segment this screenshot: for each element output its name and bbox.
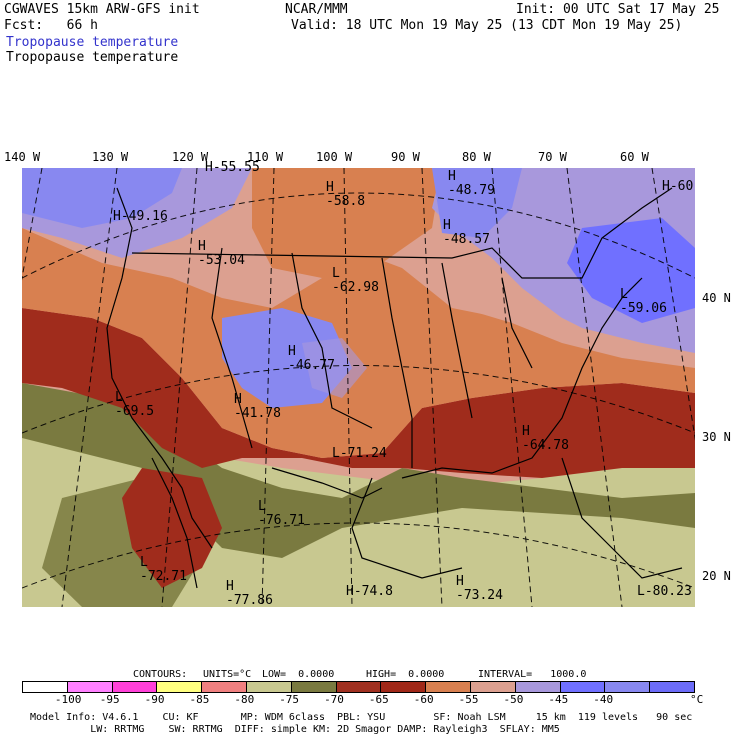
legend-swatch <box>202 682 247 692</box>
legend-swatch <box>246 682 292 692</box>
legend-tick-label: -90 <box>144 693 165 706</box>
legend-tick-label: -40 <box>593 693 614 706</box>
legend-swatch <box>112 682 158 692</box>
map-extremum-label: H-74.8 <box>346 584 393 599</box>
map-extremum-label: H -48.79 <box>448 169 495 198</box>
legend-swatch <box>23 682 68 692</box>
field-title-1: Tropopause temperature <box>6 35 179 50</box>
legend-swatch <box>605 682 651 692</box>
lon-label: 70 W <box>538 150 567 164</box>
lat-label: 20 N <box>702 569 731 583</box>
lat-label: 30 N <box>702 430 731 444</box>
map-extremum-label: L -72.71 <box>140 555 187 584</box>
map-extremum-label: H-49.16 <box>113 209 168 224</box>
legend-tick-label: -95 <box>99 693 120 706</box>
map-extremum-label: L -62.98 <box>332 266 379 295</box>
lon-label: 80 W <box>462 150 491 164</box>
model-title: CGWAVES 15km ARW-GFS init <box>4 2 200 17</box>
model-info-line-2: LW: RRTMG SW: RRTMG DIFF: simple KM: 2D … <box>30 724 560 735</box>
contours-label: CONTOURS: <box>133 669 188 680</box>
legend-tick-label: -70 <box>324 693 344 706</box>
map-extremum-label: H -41.78 <box>234 392 281 421</box>
init-time: Init: 00 UTC Sat 17 May 25 <box>516 2 720 17</box>
legend-swatch <box>470 682 516 692</box>
legend-tick-label: -80 <box>234 693 255 706</box>
lon-label: 140 W <box>4 150 41 164</box>
map-extremum-label: L -59.06 <box>620 287 667 316</box>
legend-swatch <box>381 682 427 692</box>
map-extremum-label: H -73.24 <box>456 574 503 603</box>
legend-tick-label: -85 <box>189 693 210 706</box>
legend-unit-label: °C <box>690 693 704 706</box>
legend-tick-label: -65 <box>368 693 389 706</box>
lon-label: 130 W <box>92 150 129 164</box>
lon-label: 110 W <box>247 150 284 164</box>
map-extremum-label: H -58.8 <box>326 180 366 209</box>
legend-tick-label: -75 <box>279 693 300 706</box>
legend-tick-label: -45 <box>548 693 569 706</box>
lat-label: 40 N <box>702 291 731 305</box>
legend-tick-label: -60 <box>413 693 434 706</box>
legend-swatch <box>336 682 382 692</box>
legend-swatch <box>157 682 203 692</box>
map-canvas <box>22 168 695 607</box>
legend-tick-label: -100 <box>54 693 82 706</box>
map-panel <box>22 168 695 607</box>
lon-label: 60 W <box>620 150 649 164</box>
valid-time: Valid: 18 UTC Mon 19 May 25 (13 CDT Mon … <box>291 18 683 33</box>
lon-label: 100 W <box>316 150 353 164</box>
map-extremum-label: H -77.86 <box>226 579 273 608</box>
map-extremum-label: H -64.78 <box>522 424 569 453</box>
source-label: NCAR/MMM <box>285 2 348 17</box>
legend-swatch <box>67 682 113 692</box>
color-legend <box>22 681 695 693</box>
low-label: LOW= 0.0000 <box>262 669 335 680</box>
forecast-hour: Fcst: 66 h <box>4 18 98 33</box>
legend-tick-label: -50 <box>503 693 524 706</box>
map-extremum-label: H -53.04 <box>198 239 245 268</box>
map-extremum-label: L-80.23 <box>637 584 692 599</box>
map-extremum-label: H -48.57 <box>443 218 490 247</box>
lon-label: 90 W <box>391 150 420 164</box>
legend-tick-label: -55 <box>458 693 479 706</box>
legend-swatch <box>426 682 471 692</box>
map-extremum-label: H-60 <box>662 179 694 194</box>
model-info-line-1: Model Info: V4.6.1 CU: KF MP: WDM 6class… <box>30 712 693 723</box>
map-extremum-label: H -46.77 <box>288 344 335 373</box>
map-extremum-label: L -69.5 <box>115 390 155 419</box>
legend-swatch <box>291 682 337 692</box>
high-label: HIGH= 0.0000 <box>366 669 445 680</box>
legend-swatch <box>650 682 694 692</box>
interval-label: INTERVAL= 1000.0 <box>478 669 587 680</box>
map-extremum-label: L -76.71 <box>258 499 305 528</box>
legend-swatch <box>515 682 561 692</box>
legend-swatch <box>560 682 606 692</box>
units-label: UNITS=°C <box>203 669 252 680</box>
lon-label: 120 W <box>172 150 209 164</box>
map-extremum-label: H-55.55 <box>205 160 260 175</box>
field-title-2: Tropopause temperature <box>6 50 179 65</box>
map-extremum-label: L-71.24 <box>332 446 387 461</box>
